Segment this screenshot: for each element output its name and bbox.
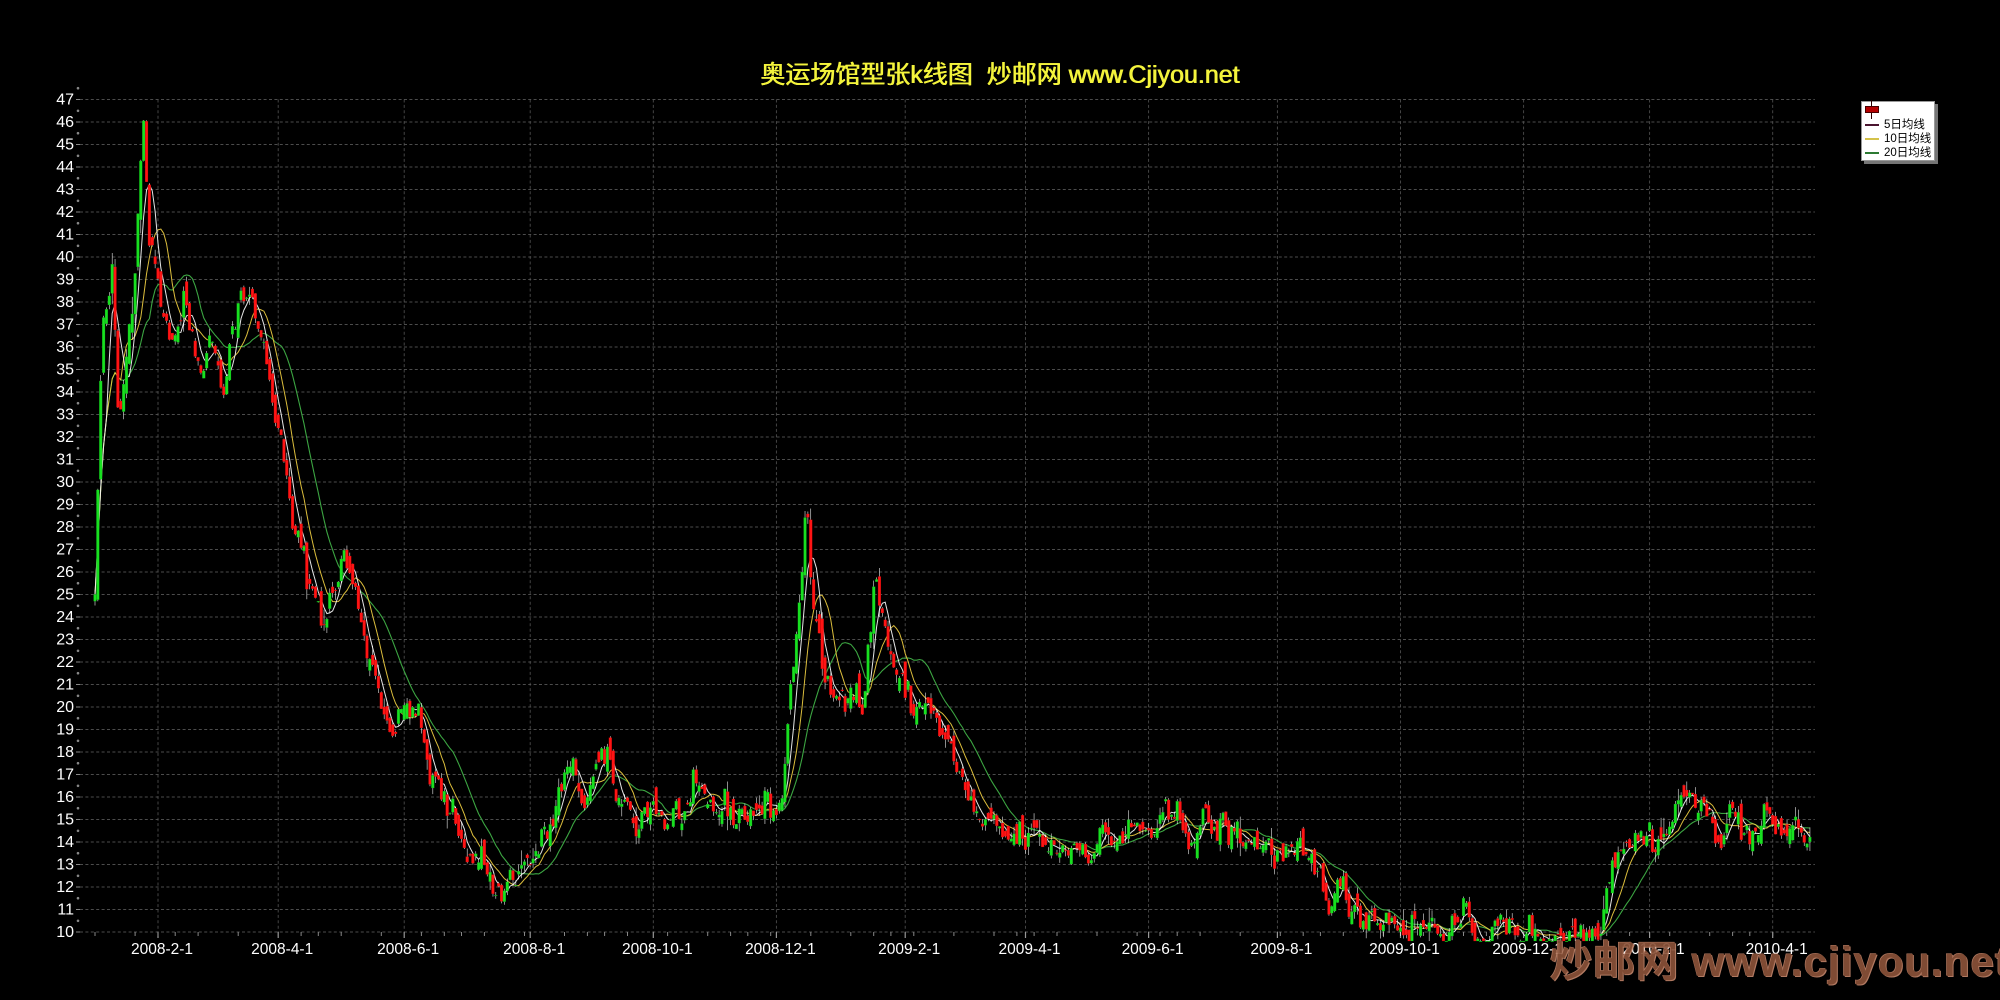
svg-text:18: 18 (56, 744, 74, 761)
svg-text:2008-6-1: 2008-6-1 (377, 941, 439, 958)
svg-text:39: 39 (56, 272, 74, 289)
svg-text:41: 41 (56, 227, 74, 244)
svg-text:13: 13 (56, 857, 74, 874)
svg-text:31: 31 (56, 452, 74, 469)
svg-text:2008-12-1: 2008-12-1 (745, 941, 816, 958)
svg-text:20: 20 (56, 699, 74, 716)
svg-text:29: 29 (56, 497, 74, 514)
svg-text:2009-8-1: 2009-8-1 (1250, 941, 1312, 958)
svg-text:2009-6-1: 2009-6-1 (1122, 941, 1184, 958)
svg-text:15: 15 (56, 812, 74, 829)
svg-text:24: 24 (56, 609, 74, 626)
svg-text:2008-2-1: 2008-2-1 (131, 941, 193, 958)
svg-text:36: 36 (56, 339, 74, 356)
svg-text:35: 35 (56, 362, 74, 379)
svg-text:27: 27 (56, 542, 74, 559)
svg-text:25: 25 (56, 587, 74, 604)
svg-text:22: 22 (56, 654, 74, 671)
svg-text:43: 43 (56, 182, 74, 199)
svg-text:38: 38 (56, 294, 74, 311)
svg-text:40: 40 (56, 249, 74, 266)
svg-text:37: 37 (56, 317, 74, 334)
svg-text:23: 23 (56, 632, 74, 649)
svg-text:21: 21 (56, 677, 74, 694)
svg-text:10: 10 (56, 924, 74, 941)
svg-text:30: 30 (56, 474, 74, 491)
svg-text:16: 16 (56, 789, 74, 806)
svg-text:28: 28 (56, 519, 74, 536)
svg-text:2008-8-1: 2008-8-1 (503, 941, 565, 958)
svg-text:45: 45 (56, 137, 74, 154)
svg-text:12: 12 (56, 879, 74, 896)
svg-text:42: 42 (56, 204, 74, 221)
svg-text:34: 34 (56, 384, 74, 401)
svg-text:2008-10-1: 2008-10-1 (622, 941, 693, 958)
svg-text:17: 17 (56, 767, 74, 784)
svg-text:19: 19 (56, 722, 74, 739)
svg-text:11: 11 (57, 902, 74, 919)
svg-text:33: 33 (56, 407, 74, 424)
svg-text:2008-4-1: 2008-4-1 (251, 941, 313, 958)
svg-text:46: 46 (56, 114, 74, 131)
svg-text:2009-4-1: 2009-4-1 (998, 941, 1060, 958)
svg-text:44: 44 (56, 159, 74, 176)
svg-text:2009-10-1: 2009-10-1 (1369, 941, 1440, 958)
svg-text:14: 14 (56, 834, 74, 851)
svg-text:47: 47 (56, 92, 74, 109)
svg-text:26: 26 (56, 564, 74, 581)
svg-text:2009-2-1: 2009-2-1 (878, 941, 940, 958)
svg-text:32: 32 (56, 429, 74, 446)
